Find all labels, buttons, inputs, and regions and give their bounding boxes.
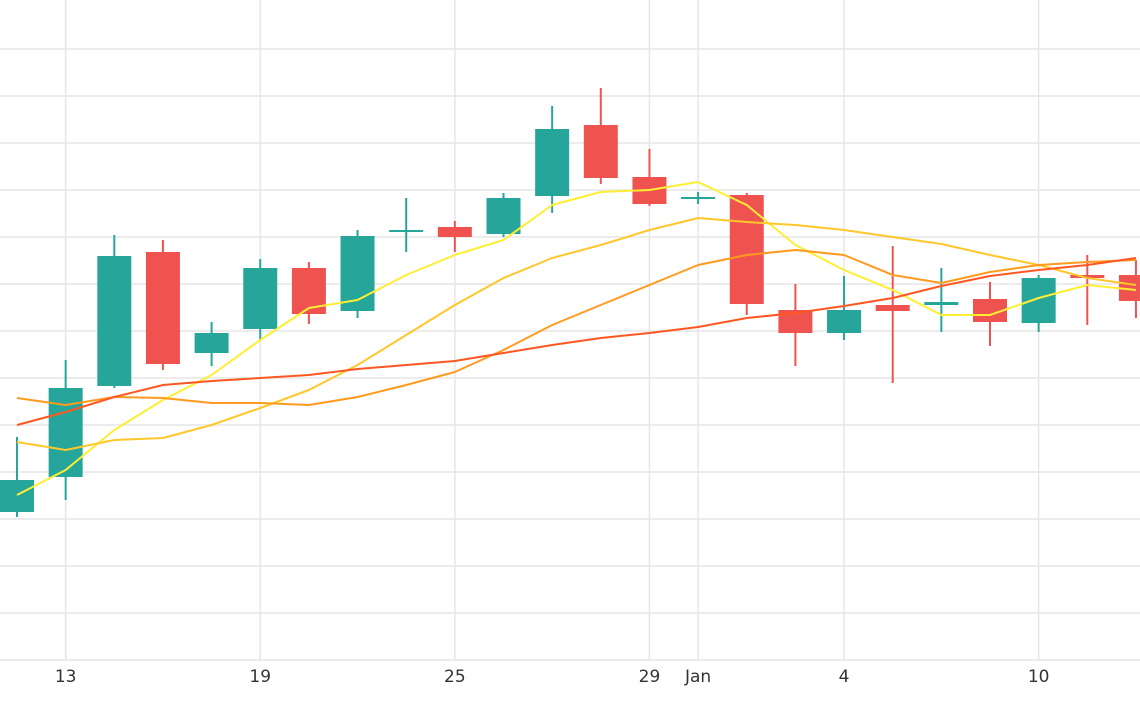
moving-average-line bbox=[16, 249, 1136, 406]
candle-body bbox=[389, 230, 424, 232]
candle-body bbox=[0, 480, 34, 512]
candle-body bbox=[1021, 278, 1056, 323]
x-tick-label: 10 bbox=[1028, 667, 1050, 687]
x-tick-label: 25 bbox=[444, 667, 466, 687]
candle-body bbox=[243, 268, 278, 329]
candle-body bbox=[48, 388, 83, 477]
candle-body bbox=[875, 305, 910, 311]
candle-body bbox=[973, 299, 1007, 322]
candle-body bbox=[729, 195, 764, 304]
candle-body bbox=[97, 256, 132, 386]
candle-body bbox=[924, 302, 959, 305]
x-tick-label: 29 bbox=[639, 667, 661, 687]
x-tick-label: 19 bbox=[249, 667, 271, 687]
moving-average-line bbox=[16, 217, 1137, 451]
candle-body bbox=[1070, 275, 1105, 278]
candle-body bbox=[437, 227, 472, 237]
x-tick-label: 4 bbox=[839, 667, 850, 687]
candle-body bbox=[194, 333, 229, 353]
moving-average-line bbox=[16, 181, 1137, 496]
x-tick-label: 13 bbox=[55, 667, 77, 687]
candle-body bbox=[827, 310, 862, 333]
candle-body bbox=[583, 125, 618, 178]
moving-average-line bbox=[16, 257, 1137, 426]
candle-body bbox=[681, 197, 716, 199]
candle-body bbox=[535, 129, 570, 196]
candle-body bbox=[340, 236, 375, 311]
candle-body bbox=[1118, 275, 1140, 301]
candle-body bbox=[486, 198, 521, 234]
candle-body bbox=[145, 252, 180, 364]
candle-body bbox=[778, 310, 813, 333]
x-tick-label: Jan bbox=[684, 667, 711, 687]
